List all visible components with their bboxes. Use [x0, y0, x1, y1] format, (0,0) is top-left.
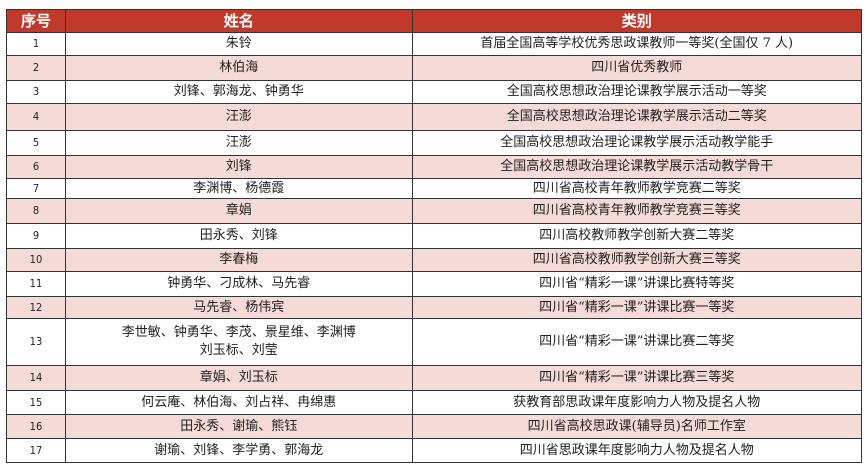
table-row: 3 刘锋、郭海龙、钟勇华 全国高校思想政治理论课教学展示活动一等奖 [6, 80, 863, 104]
row-number: 12 [6, 296, 66, 319]
row-names: 朱铃 [64, 32, 413, 56]
row-names: 李春梅 [64, 248, 413, 272]
row-names: 林伯海 [64, 55, 413, 81]
row-category: 四川高校教师教学创新大赛二等奖 [411, 223, 863, 249]
names-text: 田永秀、刘锋 [199, 228, 278, 243]
row-names: 章娟 [64, 198, 413, 224]
table-row: 10 李春梅 四川省高校教师教学创新大赛三等奖 [6, 248, 863, 272]
row-number: 5 [6, 130, 66, 156]
row-names: 章娟、刘玉标 [64, 365, 413, 391]
names-text: 田永秀、谢瑜、熊钰 [180, 418, 298, 434]
row-number: 11 [6, 271, 66, 297]
row-category: 四川省“精彩一课”讲课比赛特等奖 [411, 271, 863, 297]
row-number: 10 [6, 248, 66, 272]
names-text: 朱铃 [225, 36, 252, 51]
row-category: 获教育部思政课年度影响力人物及提名人物 [411, 390, 863, 415]
header-row: 序号 姓名 类别 [6, 9, 863, 33]
table-row: 5 汪澎 全国高校思想政治理论课教学展示活动教学能手 [6, 130, 863, 156]
row-number: 13 [6, 318, 66, 366]
table-row: 12 马先睿、杨伟宾 四川省“精彩一课”讲课比赛一等奖 [6, 296, 863, 319]
row-category: 首届全国高等学校优秀思政课教师一等奖(全国仅 7 人) [411, 32, 863, 56]
row-names: 刘锋、郭海龙、钟勇华 [64, 80, 413, 104]
row-category: 四川省“精彩一课”讲课比赛二等奖 [411, 318, 863, 366]
names-text: 何云庵、林伯海、刘占祥、冉绵惠 [141, 394, 337, 410]
row-number: 14 [6, 365, 66, 391]
row-number: 15 [6, 390, 66, 415]
header-category: 类别 [411, 9, 863, 33]
row-category: 四川省高校思政课(辅导员)名师工作室 [411, 414, 863, 439]
table-row: 8 章娟 四川省高校青年教师教学竞赛三等奖 [6, 198, 863, 224]
row-category: 四川省思政课年度影响力人物及提名人物 [411, 438, 863, 463]
row-number: 6 [6, 155, 66, 179]
row-category: 四川省“精彩一课”讲课比赛三等奖 [411, 365, 863, 391]
row-names: 汪澎 [64, 103, 413, 131]
names-text: 李渊博、杨德霞 [193, 180, 285, 196]
row-names: 田永秀、刘锋 [64, 223, 413, 249]
row-names: 刘锋 [64, 155, 413, 179]
row-number: 8 [6, 198, 66, 224]
table-row: 9 田永秀、刘锋 四川高校教师教学创新大赛二等奖 [6, 223, 863, 249]
names-text: 钟勇华、刁成林、马先睿 [167, 276, 311, 291]
table-row: 11 钟勇华、刁成林、马先睿 四川省“精彩一课”讲课比赛特等奖 [6, 271, 863, 297]
row-number: 1 [6, 32, 66, 56]
table-row: 6 刘锋 全国高校思想政治理论课教学展示活动教学骨干 [6, 155, 863, 179]
row-category: 全国高校思想政治理论课教学展示活动教学能手 [411, 130, 863, 156]
names-text: 李春梅 [219, 252, 259, 267]
table-row: 14 章娟、刘玉标 四川省“精彩一课”讲课比赛三等奖 [6, 365, 863, 391]
names-text: 章娟 [225, 203, 252, 218]
row-number: 2 [6, 55, 66, 81]
names-text: 马先睿、杨伟宾 [193, 299, 285, 315]
table-row: 2 林伯海 四川省优秀教师 [6, 55, 863, 81]
table-row: 15 何云庵、林伯海、刘占祥、冉绵惠 获教育部思政课年度影响力人物及提名人物 [6, 390, 863, 415]
row-names: 谢瑜、刘锋、李学勇、郭海龙 [64, 438, 413, 463]
row-number: 7 [6, 178, 66, 199]
table-row: 1 朱铃 首届全国高等学校优秀思政课教师一等奖(全国仅 7 人) [6, 32, 863, 56]
names-text: 刘锋、郭海龙、钟勇华 [173, 84, 304, 99]
row-names: 李世敏、钟勇华、李茂、景星维、李渊博 刘玉标、刘莹 [64, 318, 413, 366]
row-category: 四川省“精彩一课”讲课比赛一等奖 [411, 296, 863, 319]
row-number: 9 [6, 223, 66, 249]
table-row: 7 李渊博、杨德霞 四川省高校青年教师教学竞赛二等奖 [6, 178, 863, 199]
row-names: 马先睿、杨伟宾 [64, 296, 413, 319]
header-name: 姓名 [64, 9, 413, 33]
row-names: 田永秀、谢瑜、熊钰 [64, 414, 413, 439]
row-category: 四川省高校青年教师教学竞赛二等奖 [411, 178, 863, 199]
row-category: 全国高校思想政治理论课教学展示活动二等奖 [411, 103, 863, 131]
names-text: 谢瑜、刘锋、李学勇、郭海龙 [154, 442, 324, 458]
row-category: 四川省优秀教师 [411, 55, 863, 81]
row-names: 汪澎 [64, 130, 413, 156]
row-category: 全国高校思想政治理论课教学展示活动教学骨干 [411, 155, 863, 179]
row-names: 李渊博、杨德霞 [64, 178, 413, 199]
row-names: 钟勇华、刁成林、马先睿 [64, 271, 413, 297]
row-category: 四川省高校教师教学创新大赛三等奖 [411, 248, 863, 272]
awards-table: 序号 姓名 类别 1 朱铃 首届全国高等学校优秀思政课教师一等奖(全国仅 7 人… [6, 9, 863, 463]
names-text: 汪澎 [225, 135, 252, 150]
row-number: 16 [6, 414, 66, 439]
names-text: 刘锋 [225, 159, 252, 174]
table-row: 16 田永秀、谢瑜、熊钰 四川省高校思政课(辅导员)名师工作室 [6, 414, 863, 439]
names-text-line2: 刘玉标、刘莹 [199, 343, 278, 358]
row-number: 3 [6, 80, 66, 104]
table-row: 13 李世敏、钟勇华、李茂、景星维、李渊博 刘玉标、刘莹 四川省“精彩一课”讲课比… [6, 318, 863, 366]
row-names: 何云庵、林伯海、刘占祥、冉绵惠 [64, 390, 413, 415]
names-text: 汪澎 [225, 109, 252, 124]
row-number: 4 [6, 103, 66, 131]
names-text: 李世敏、钟勇华、李茂、景星维、李渊博 [121, 325, 356, 340]
names-text: 林伯海 [219, 60, 259, 75]
row-category: 全国高校思想政治理论课教学展示活动一等奖 [411, 80, 863, 104]
row-number: 17 [6, 438, 66, 463]
names-text: 章娟、刘玉标 [199, 370, 278, 385]
table-row: 4 汪澎 全国高校思想政治理论课教学展示活动二等奖 [6, 103, 863, 131]
table-row: 17 谢瑜、刘锋、李学勇、郭海龙 四川省思政课年度影响力人物及提名人物 [6, 438, 863, 463]
row-category: 四川省高校青年教师教学竞赛三等奖 [411, 198, 863, 224]
header-number: 序号 [6, 9, 66, 33]
